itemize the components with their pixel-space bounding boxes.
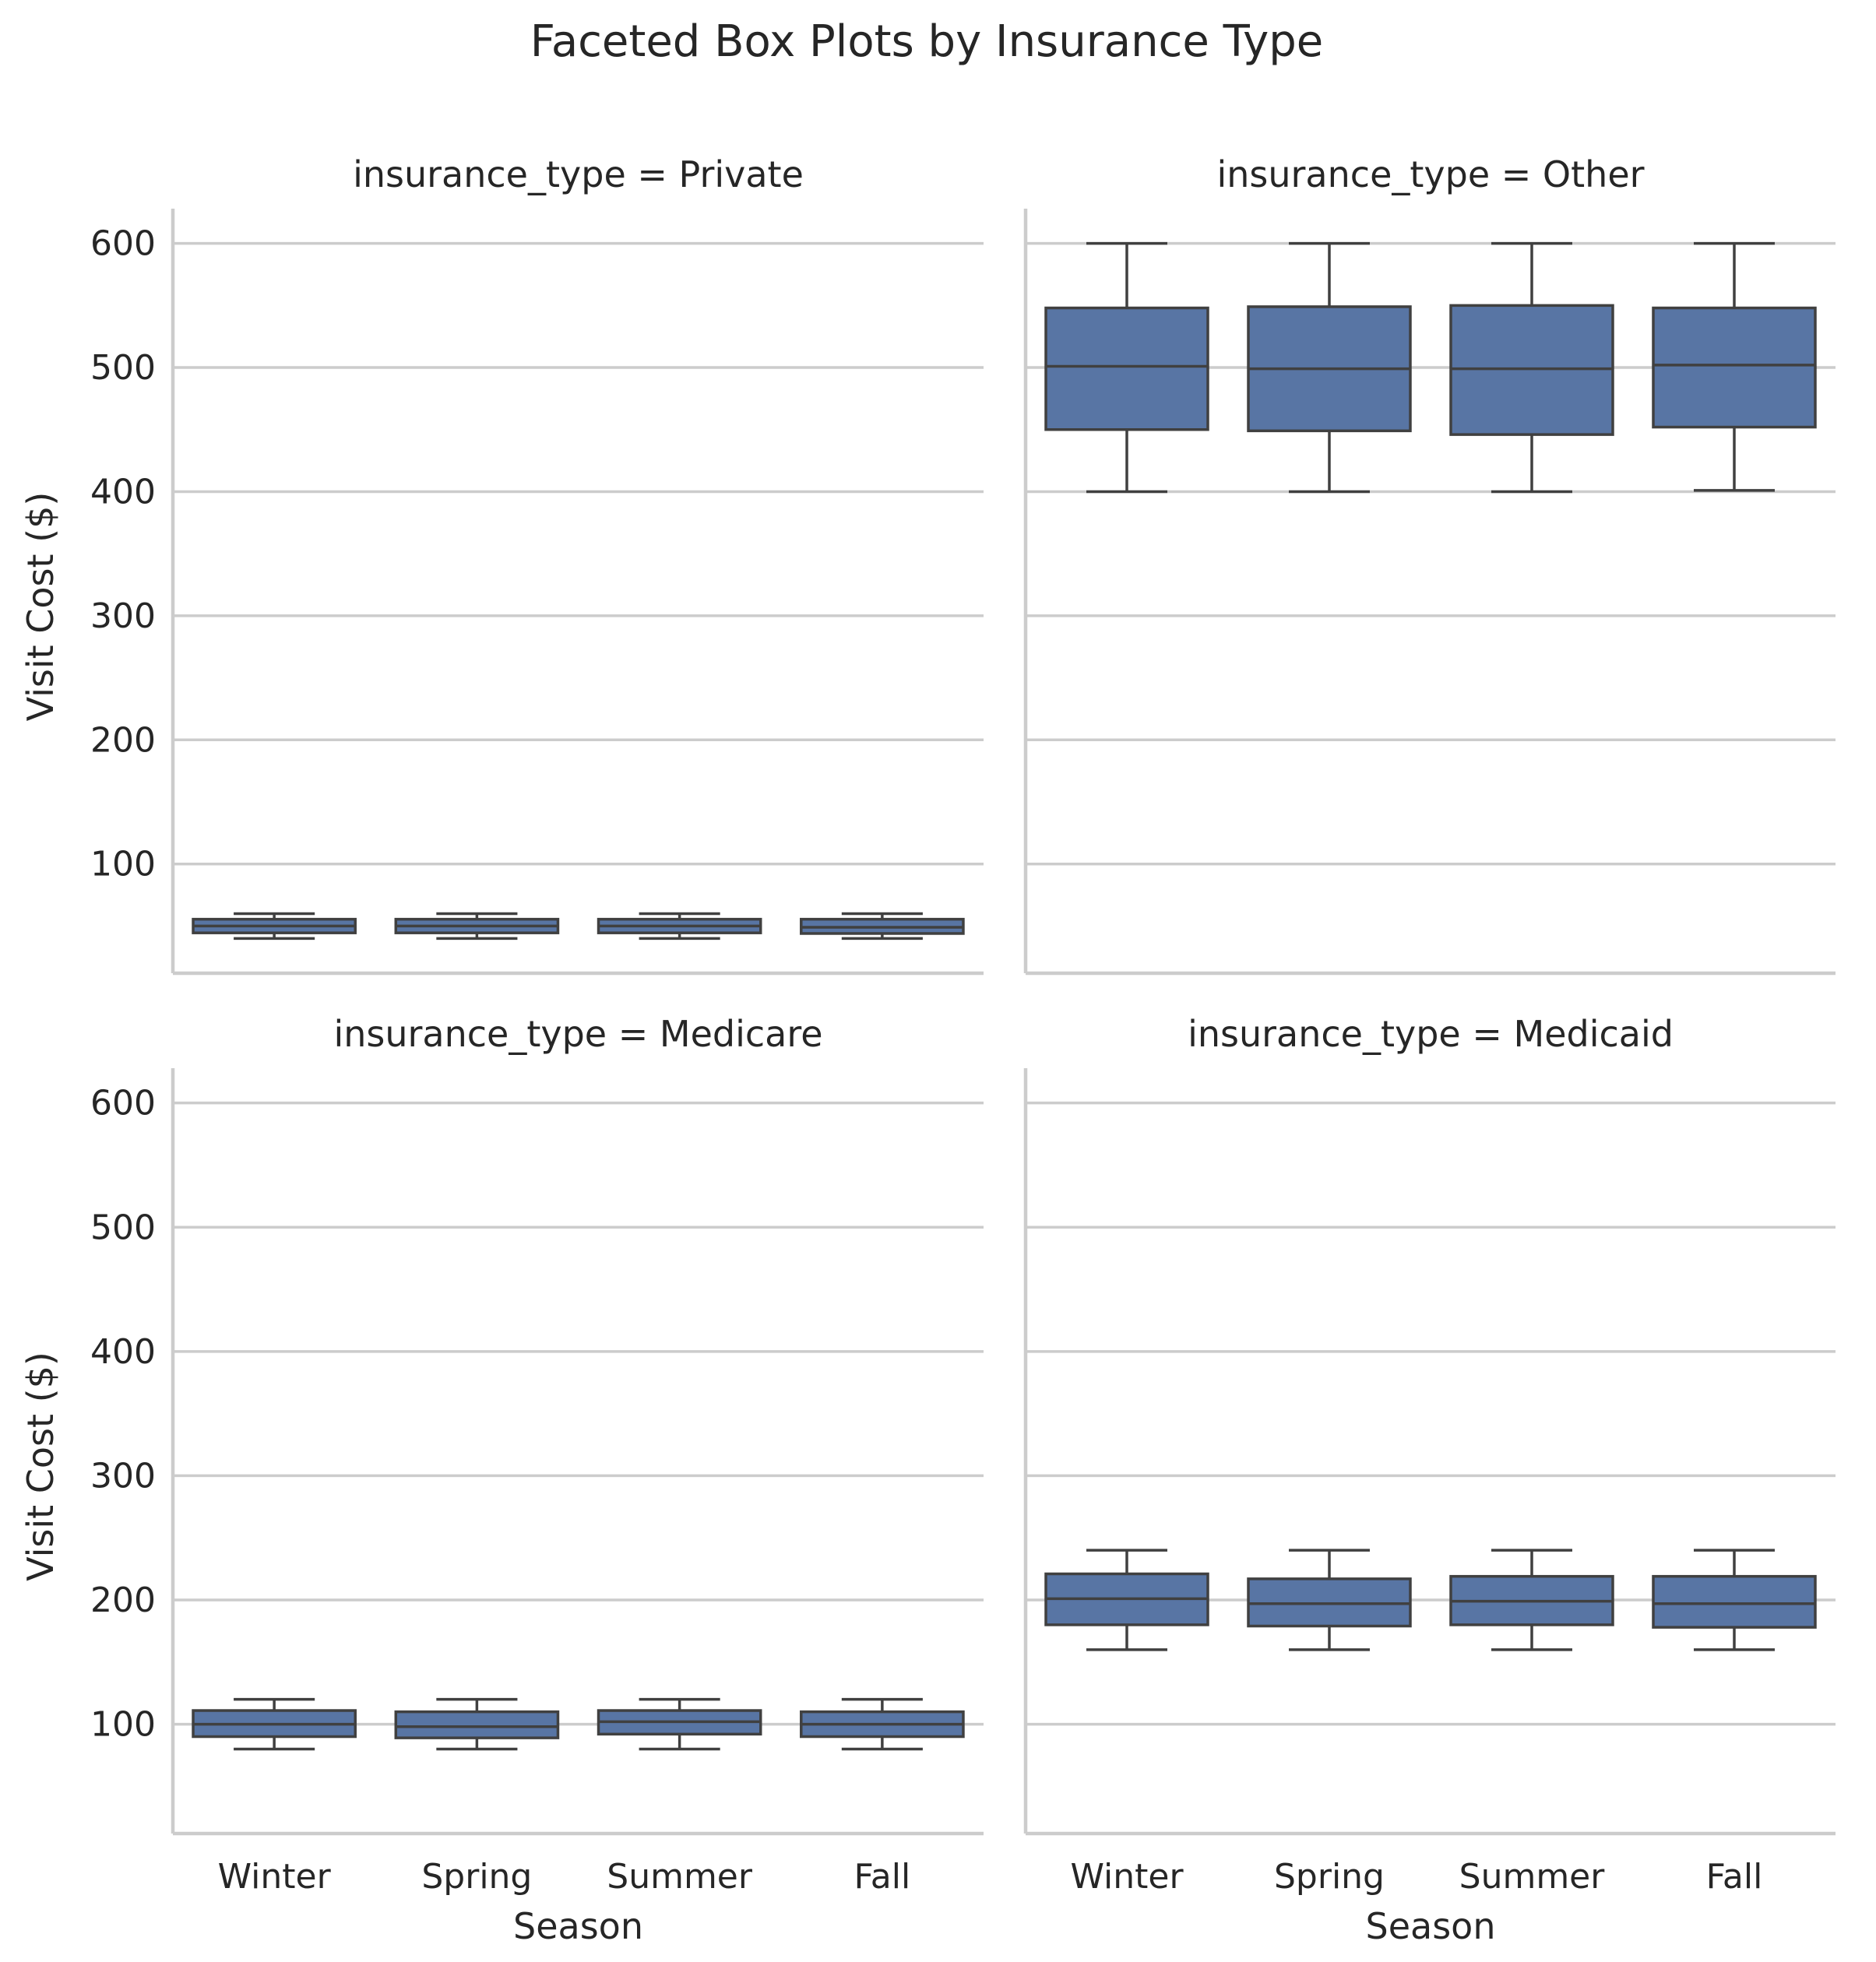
box-winter (1044, 241, 1209, 494)
y-tick-label: 400 (90, 1332, 156, 1372)
iqr-box (394, 1710, 560, 1739)
facet-panel-1: insurance_type = Private 100 200 300 400 500 6… (19, 153, 984, 976)
box-winter (192, 912, 357, 941)
y-tick-label: 500 (90, 1208, 156, 1247)
facet-panel-2: insurance_type = Other (1023, 153, 1836, 976)
y-tick-label: 100 (90, 1705, 156, 1745)
x-tick-label: Fall (1706, 1857, 1763, 1897)
y-tick-label: 600 (90, 224, 156, 264)
box-spring (394, 1697, 560, 1751)
facet-title: insurance_type = Medicare (333, 1013, 822, 1055)
box-winter (192, 1697, 357, 1751)
box-summer (597, 912, 762, 941)
y-tick-label: 100 (90, 845, 156, 884)
box-fall (1652, 241, 1817, 492)
box-spring (394, 912, 560, 941)
iqr-box (1652, 306, 1817, 429)
y-tick-label: 200 (90, 1580, 156, 1620)
y-tick-label: 200 (90, 720, 156, 760)
y-tick-label: 300 (90, 1456, 156, 1496)
y-tick-label: 500 (90, 348, 156, 388)
box-winter (1044, 1549, 1209, 1651)
facets-area: insurance_type = Private 100 200 300 400 500 6… (19, 153, 1836, 1947)
x-axis-label: Season (1366, 1905, 1496, 1947)
facet-title: insurance_type = Private (353, 153, 804, 195)
box-fall (800, 1697, 965, 1751)
box-summer (1449, 1549, 1614, 1651)
facet-panel-4: insurance_type = Medicaid Winter Spring Sum… (1023, 1013, 1836, 1947)
facet-title: insurance_type = Medicaid (1188, 1013, 1674, 1055)
facet-title: insurance_type = Other (1216, 153, 1644, 195)
box-fall (800, 912, 965, 941)
x-tick-label: Spring (1274, 1857, 1385, 1897)
x-tick-label: Spring (421, 1857, 532, 1897)
x-tick-label: Summer (607, 1857, 753, 1897)
y-axis-label: Visit Cost ($) (19, 492, 62, 722)
box-summer (1449, 241, 1614, 494)
y-tick-label: 300 (90, 596, 156, 636)
box-fall (1652, 1549, 1817, 1651)
x-tick-label: Winter (1070, 1857, 1184, 1897)
y-axis-label: Visit Cost ($) (19, 1352, 62, 1581)
x-axis-label: Season (513, 1905, 643, 1947)
facet-panel-3: insurance_type = Medicare 100 200 300 400 500… (19, 1013, 984, 1947)
x-tick-label: Winter (218, 1857, 332, 1897)
iqr-box (1652, 1574, 1817, 1629)
y-tick-label: 400 (90, 472, 156, 512)
box-spring (1247, 1549, 1412, 1651)
y-tick-label: 600 (90, 1084, 156, 1123)
box-spring (1247, 241, 1412, 494)
chart-title: Faceted Box Plots by Insurance Type (530, 16, 1323, 67)
iqr-box (1044, 306, 1209, 431)
x-tick-label: Summer (1459, 1857, 1606, 1897)
x-tick-label: Fall (854, 1857, 911, 1897)
box-summer (597, 1697, 762, 1751)
